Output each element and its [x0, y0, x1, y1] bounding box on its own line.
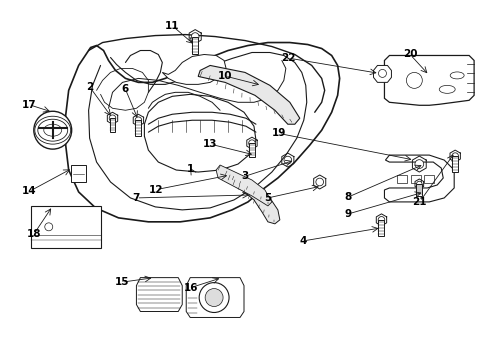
Text: 13: 13: [203, 139, 217, 149]
Text: 5: 5: [264, 193, 271, 203]
Text: 1: 1: [187, 164, 194, 174]
Ellipse shape: [449, 72, 463, 79]
Text: 17: 17: [22, 100, 37, 110]
Polygon shape: [384, 155, 453, 202]
Circle shape: [377, 217, 384, 223]
Polygon shape: [225, 175, 279, 224]
Bar: [424, 175, 433, 183]
Polygon shape: [65, 42, 339, 222]
Polygon shape: [186, 278, 244, 318]
Circle shape: [191, 33, 199, 40]
Text: 8: 8: [344, 192, 351, 202]
Bar: [378, 220, 384, 236]
Text: 3: 3: [241, 171, 247, 181]
Ellipse shape: [34, 111, 72, 149]
Circle shape: [45, 223, 53, 231]
Text: 7: 7: [132, 193, 140, 203]
Bar: [135, 120, 141, 136]
Text: 18: 18: [27, 229, 41, 239]
Bar: [415, 184, 422, 196]
Text: 4: 4: [299, 236, 306, 246]
Circle shape: [135, 117, 142, 123]
Text: 10: 10: [217, 71, 232, 81]
Circle shape: [406, 72, 422, 88]
Text: 12: 12: [148, 185, 163, 195]
Text: 2: 2: [86, 82, 93, 92]
Text: 15: 15: [114, 277, 129, 287]
Bar: [451, 156, 457, 172]
Ellipse shape: [38, 119, 67, 141]
Circle shape: [414, 160, 423, 168]
Bar: [397, 175, 407, 183]
Ellipse shape: [44, 124, 61, 136]
Polygon shape: [216, 165, 271, 206]
Bar: [109, 118, 115, 132]
Circle shape: [315, 178, 323, 186]
Polygon shape: [71, 165, 85, 182]
Circle shape: [451, 153, 458, 159]
Bar: [192, 37, 198, 54]
Text: 21: 21: [412, 197, 426, 207]
Ellipse shape: [438, 85, 454, 93]
Text: 11: 11: [165, 21, 179, 31]
Polygon shape: [198, 66, 299, 124]
Polygon shape: [162, 54, 225, 84]
Polygon shape: [384, 55, 473, 105]
Circle shape: [205, 289, 223, 306]
Polygon shape: [144, 94, 255, 172]
Bar: [31, 206, 101, 248]
Text: 22: 22: [281, 53, 295, 63]
Text: 20: 20: [402, 49, 417, 59]
Text: 9: 9: [344, 209, 350, 219]
Circle shape: [248, 140, 255, 147]
Circle shape: [109, 115, 116, 122]
Text: 14: 14: [22, 186, 37, 197]
Circle shape: [199, 283, 228, 312]
Polygon shape: [136, 278, 182, 311]
Circle shape: [416, 181, 421, 187]
Bar: [248, 143, 254, 157]
Text: 6: 6: [122, 84, 128, 94]
Text: 19: 19: [271, 129, 285, 138]
Circle shape: [378, 69, 386, 77]
Bar: [410, 175, 421, 183]
Text: 16: 16: [183, 283, 198, 293]
Polygon shape: [373, 66, 390, 82]
Circle shape: [284, 156, 291, 164]
